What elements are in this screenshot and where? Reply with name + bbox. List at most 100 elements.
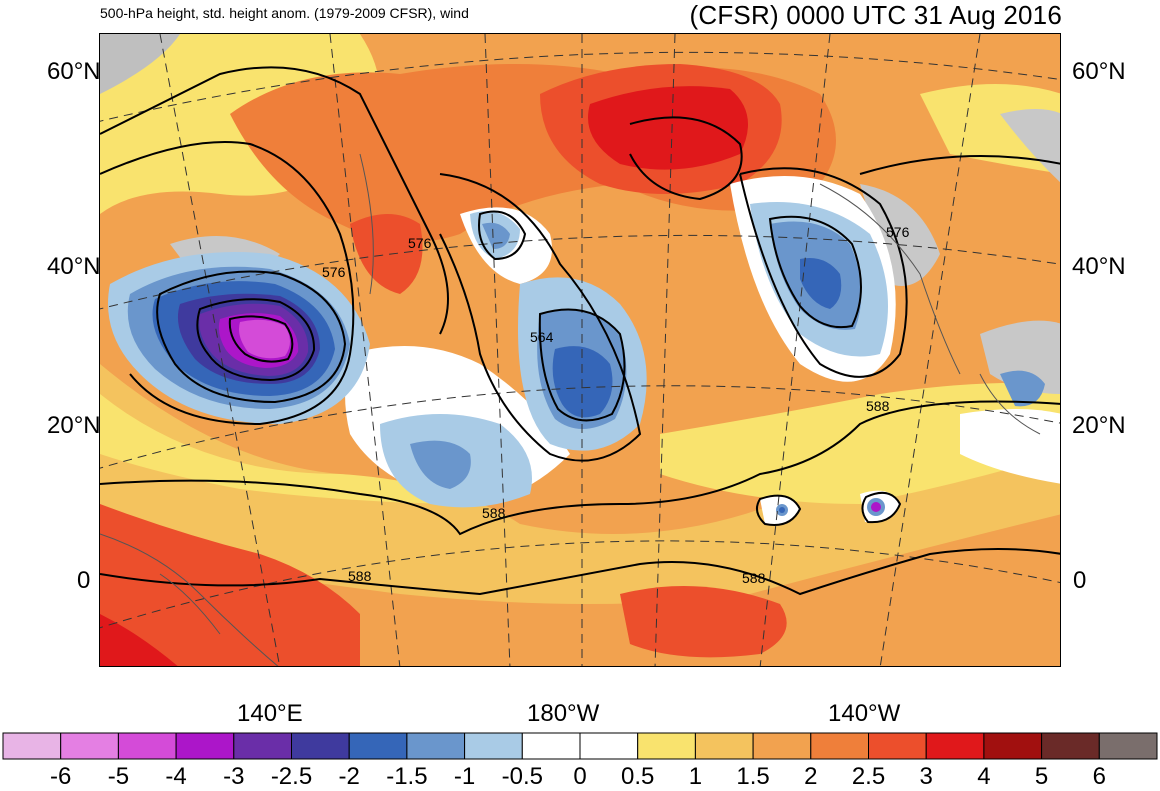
anomaly-region: [350, 214, 423, 294]
lat-label-left-20n: 20°N: [47, 412, 101, 439]
height-contour: [739, 167, 908, 378]
colorbar-tick-label: 1: [688, 763, 703, 790]
height-contour: [861, 491, 902, 524]
terrain-mask: [1000, 109, 1060, 183]
anomaly-region: [920, 84, 1060, 174]
anomaly-region: [239, 319, 290, 359]
lon-label-140e: 140°E: [237, 700, 303, 727]
coastline: [979, 373, 1041, 435]
anomaly-region: [588, 86, 748, 170]
contour-label: 576: [322, 264, 346, 280]
colorbar-swatch: [810, 732, 869, 760]
colorbar-swatch: [464, 732, 523, 760]
height-contours: [100, 66, 1060, 596]
height-contour: [859, 155, 1060, 175]
map-subtitle: 500-hPa height, std. height anom. (1979-…: [100, 5, 469, 21]
height-contour: [755, 494, 802, 526]
colorbar-tick-label: 5: [1034, 763, 1049, 790]
colorbar-swatches: [2, 732, 1158, 760]
graticule-line: [159, 34, 281, 666]
height-contour: [100, 66, 449, 335]
anomaly-region: [960, 409, 1060, 484]
colorbar-tick-label: -2: [338, 763, 360, 790]
lat-label-left-40n: 40°N: [47, 253, 101, 280]
anomaly-spot: [779, 507, 785, 513]
colorbar-swatch: [291, 732, 350, 760]
terrain-mask: [100, 34, 180, 94]
colorbar-tick-label: 6: [1092, 763, 1106, 790]
contour-label: 588: [866, 398, 890, 414]
terrain-mask: [980, 320, 1060, 394]
anomaly-region: [410, 440, 471, 489]
coastline: [359, 153, 374, 295]
coastline: [159, 573, 221, 635]
colorbar-tick-label: -3: [223, 763, 245, 790]
contour-label: 576: [408, 235, 432, 251]
height-contour: [100, 548, 1060, 596]
colorbar-tick-label: -1: [453, 763, 476, 790]
contour-label: 564: [530, 329, 554, 345]
map-title: (CFSR) 0000 UTC 31 Aug 2016: [689, 0, 1062, 30]
anomaly-spot: [871, 502, 881, 512]
colorbar-swatch: [233, 732, 293, 760]
colorbar-tick-label: 2: [804, 763, 818, 790]
colorbar-tick-label: 2.5: [851, 763, 886, 790]
height-contour: [629, 116, 743, 201]
anomaly-region: [100, 364, 1060, 604]
lon-label-180w: 180°W: [527, 700, 600, 727]
colorbar-swatch: [752, 732, 812, 760]
colorbar-swatch: [406, 732, 466, 760]
contour-label: 588: [348, 568, 372, 584]
colorbar-swatch: [175, 732, 235, 760]
colorbar-swatch: [637, 732, 696, 760]
height-contour: [768, 215, 862, 328]
coastline: [819, 183, 961, 375]
colorbar-tick-label: -4: [165, 763, 187, 790]
height-contour: [228, 315, 294, 363]
contour-label: 588: [742, 570, 766, 586]
contour-label: 576: [886, 224, 910, 240]
anomaly-region: [100, 394, 480, 504]
height-contour: [100, 141, 355, 426]
colorbar-swatch: [694, 732, 754, 760]
colorbar-swatch: [2, 732, 62, 760]
anomaly-map: 576 576 576 564 588 588 588 588: [100, 34, 1060, 666]
coastline: [100, 533, 279, 666]
height-contour: [478, 210, 527, 261]
graticule-line: [879, 34, 981, 666]
graticule-line: [100, 540, 1060, 629]
colorbar-swatch: [579, 732, 639, 760]
graticule-line: [759, 34, 831, 666]
colorbar-tick-label: -1.5: [386, 763, 428, 790]
lat-label-right-40n: 40°N: [1072, 253, 1126, 280]
lon-label-140w: 140°W: [828, 700, 901, 727]
anomaly-region: [482, 222, 510, 249]
contour-label: 588: [482, 505, 506, 521]
lat-label-right-0: 0: [1073, 567, 1087, 594]
height-contour: [538, 308, 626, 422]
map-panel: 576 576 576 564 588 588 588 588: [99, 33, 1061, 667]
lat-label-left-0: 0: [77, 567, 91, 594]
colorbar-swatch: [1041, 732, 1100, 760]
colorbar-swatch: [117, 732, 177, 760]
colorbar: [2, 732, 1158, 760]
coastlines: [100, 153, 1041, 666]
lat-label-left-60n: 60°N: [47, 58, 101, 85]
colorbar-tick-label: -2.5: [270, 763, 313, 790]
colorbar-tick-label: 0.5: [621, 763, 655, 790]
colorbar-tick-label: 3: [919, 763, 933, 790]
contour-label-group: 576 576 576 564 588 588 588 588: [322, 224, 910, 586]
colorbar-swatch: [925, 732, 985, 760]
colorbar-swatch: [60, 732, 119, 760]
anomaly-region: [620, 586, 787, 658]
lat-label-right-20n: 20°N: [1072, 412, 1126, 439]
anomaly-region: [100, 614, 178, 666]
colorbar-swatch: [983, 732, 1043, 760]
height-contour: [439, 173, 642, 462]
colorbar-tick-label: -6: [50, 763, 72, 790]
graticule-line: [484, 34, 511, 666]
terrain-mask: [860, 184, 940, 286]
colorbar-tick-label: 0: [573, 763, 587, 790]
lat-label-right-60n: 60°N: [1072, 58, 1126, 85]
anomaly-region: [1000, 370, 1045, 407]
